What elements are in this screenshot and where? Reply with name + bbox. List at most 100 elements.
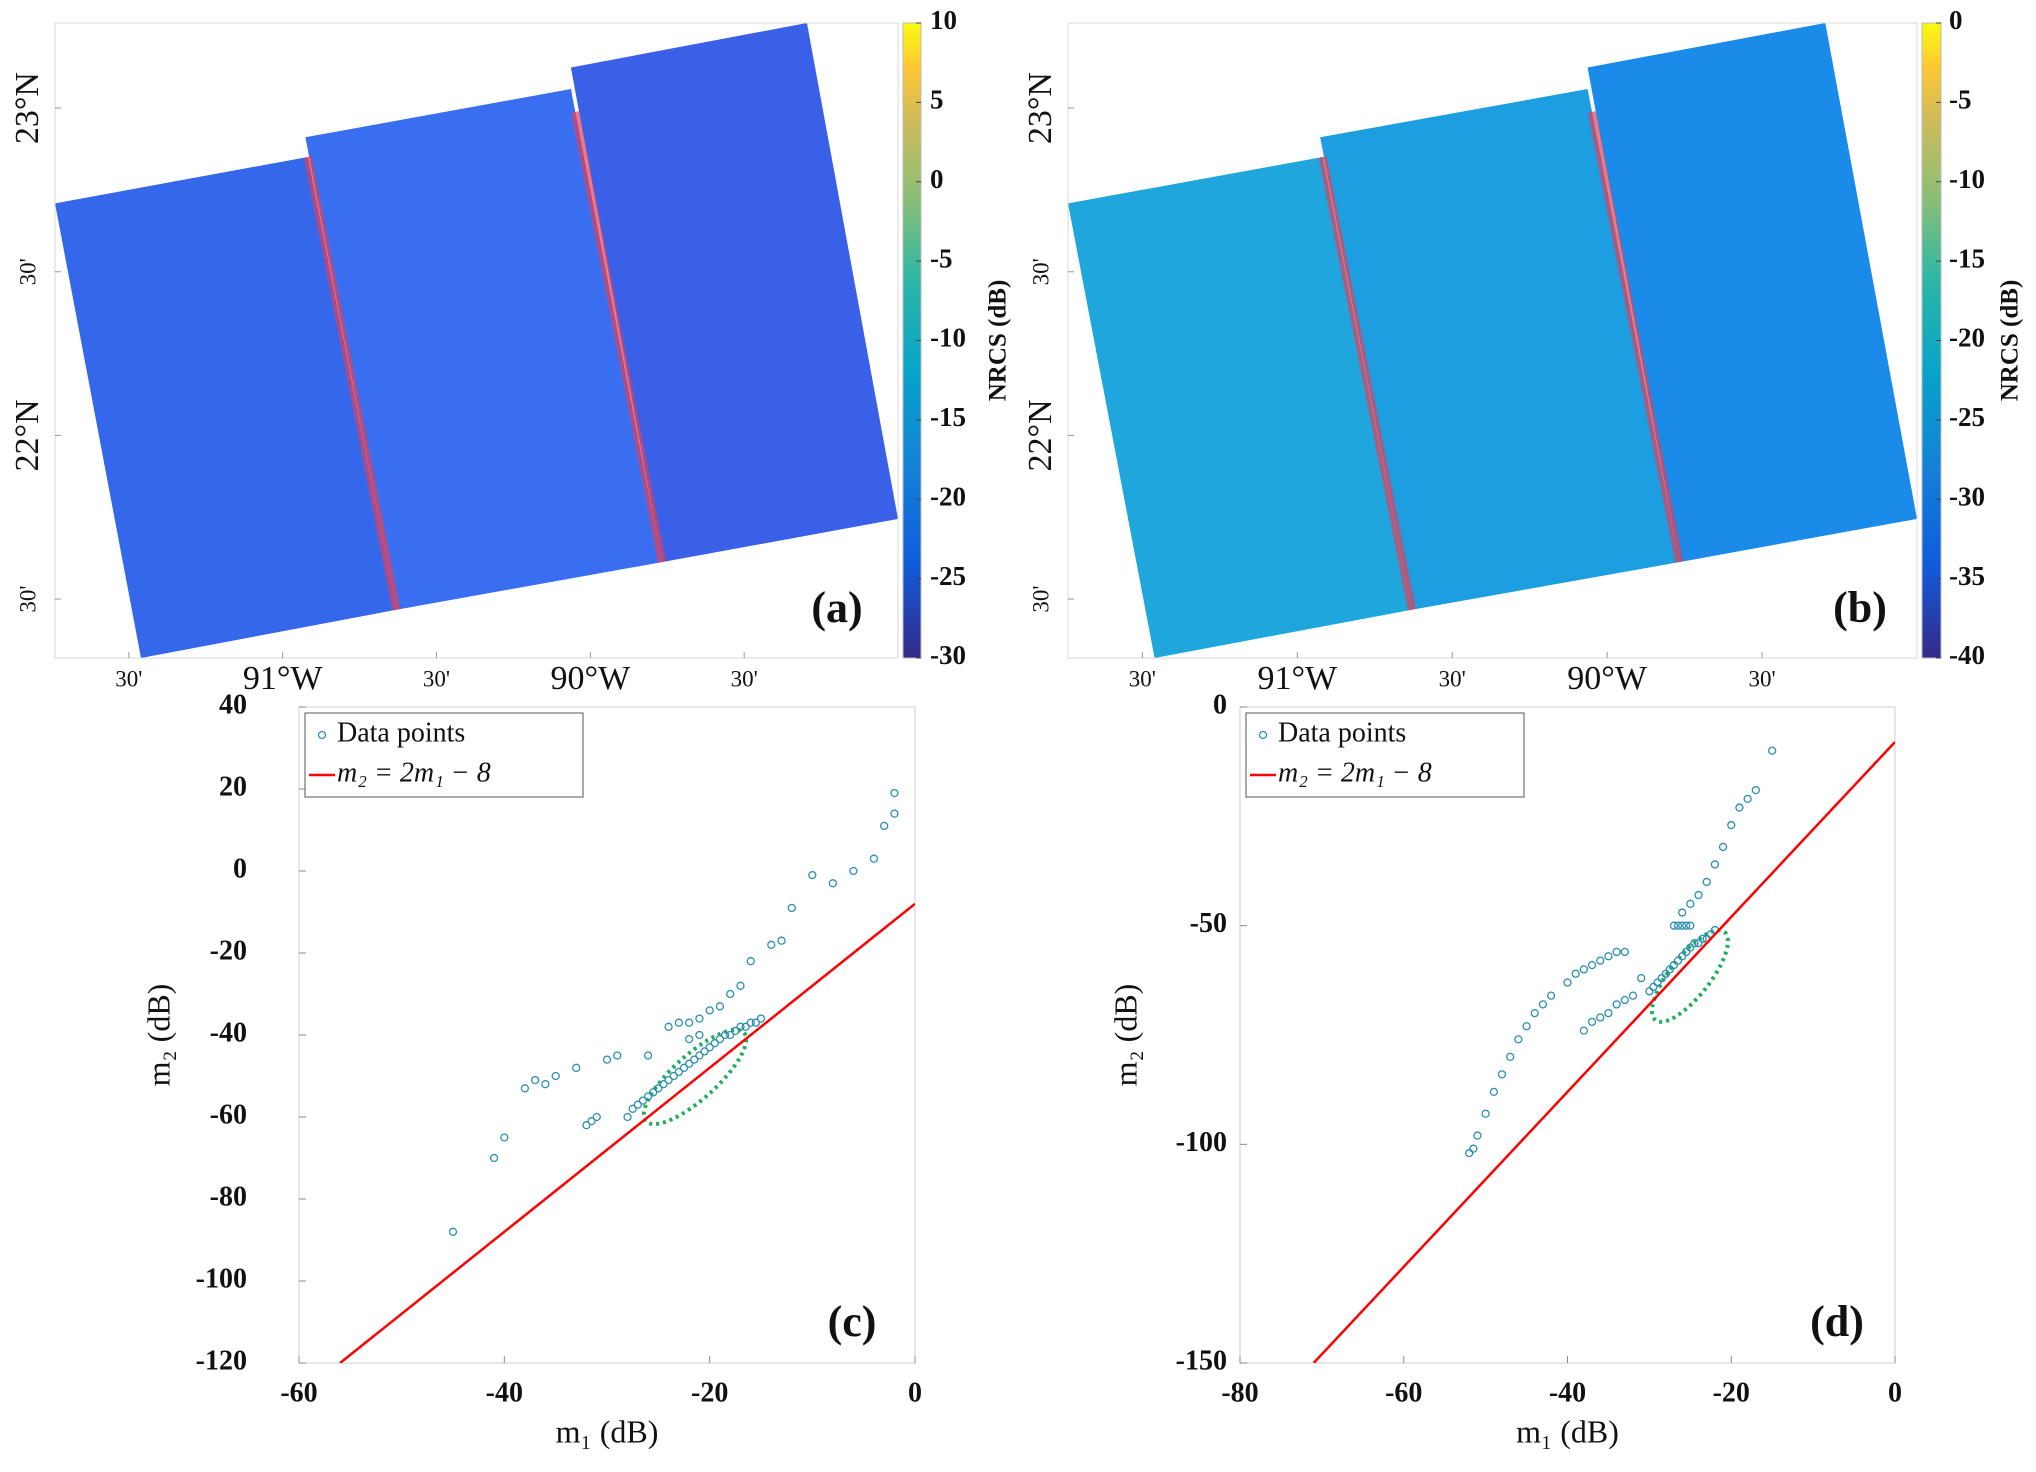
legend-swatch [1258, 730, 1268, 740]
data-point [1546, 991, 1556, 1000]
fit-line [1312, 741, 1895, 1363]
data-point [756, 1014, 766, 1023]
data-point [1530, 1008, 1539, 1018]
data-point [684, 1059, 694, 1068]
x-tick-label: 30' [423, 666, 450, 691]
data-point [664, 1075, 673, 1085]
y-tick-label: 22°N [9, 399, 46, 471]
x-tick-label: -60 [1385, 1377, 1422, 1408]
x-tick-label: 30' [1129, 666, 1156, 691]
data-point [1506, 1052, 1515, 1062]
colorbar-tick-label: -15 [1949, 243, 1985, 273]
data-point [1587, 1017, 1597, 1027]
data-point [1673, 921, 1683, 930]
data-point [746, 957, 755, 966]
data-point [767, 940, 776, 949]
x-tick-label: -20 [691, 1377, 728, 1408]
colorbar-tick-label: -35 [1949, 561, 1985, 591]
data-point [1686, 899, 1695, 908]
data-point [777, 936, 786, 945]
data-point [551, 1071, 560, 1081]
x-tick-label: 91°W [1257, 660, 1338, 697]
colorbar-tick-label: 5 [930, 85, 944, 115]
y-tick-label: -100 [196, 1263, 247, 1294]
legend-label: Data points [1278, 717, 1406, 748]
data-point [628, 1104, 637, 1113]
x-tick-label: 30' [731, 666, 758, 691]
legend-label: m₂ = 2m₁ − 8 [1278, 757, 1432, 788]
data-point [1579, 1026, 1589, 1035]
data-point [1645, 987, 1654, 996]
data-point [1489, 1087, 1498, 1097]
data-point [1673, 956, 1683, 965]
data-point [880, 821, 889, 831]
y-tick-label: 30' [1028, 258, 1053, 285]
legend-box [304, 712, 584, 798]
colorbar-tick-label: -10 [1949, 164, 1985, 194]
data-point [705, 1043, 714, 1052]
data-point [684, 1018, 694, 1027]
data-point [1682, 921, 1691, 930]
data-point [1538, 1000, 1548, 1009]
data-point [705, 1006, 714, 1015]
data-point [448, 1227, 458, 1236]
panel-label: (d) [1810, 1297, 1864, 1346]
data-point [530, 1075, 540, 1085]
y-tick-label: 40 [219, 689, 247, 720]
data-point [674, 1018, 684, 1027]
data-point [1563, 978, 1572, 987]
data-point [695, 1051, 704, 1060]
colorbar-tick-label: 0 [930, 164, 944, 194]
data-point [654, 1084, 663, 1093]
data-point [1743, 794, 1752, 803]
swath [55, 156, 397, 659]
swath [1587, 23, 1917, 563]
swath [570, 23, 898, 563]
x-tick-label: 91°W [243, 660, 324, 697]
data-point [1469, 1144, 1478, 1153]
data-point [1522, 1022, 1531, 1031]
data-point [1612, 947, 1621, 957]
data-point [587, 1116, 596, 1126]
data-point [659, 1080, 668, 1089]
panel-label: (b) [1833, 583, 1887, 632]
data-point [520, 1084, 530, 1093]
colorbar-tick-label: -25 [930, 561, 966, 591]
data-point [695, 1030, 704, 1040]
data-point [731, 1026, 740, 1036]
data-point [828, 879, 838, 888]
x-axis-label: m₁ (dB) [1516, 1413, 1619, 1449]
colorbar-tick-label: -25 [1949, 402, 1985, 432]
data-point [623, 1112, 632, 1122]
y-tick-label: 23°N [9, 72, 46, 144]
data-point [695, 1014, 704, 1023]
colorbar-tick-label: 0 [1949, 5, 1963, 35]
x-tick-label: 90°W [550, 660, 631, 697]
y-tick-label: -20 [210, 935, 247, 966]
data-point [690, 1055, 699, 1064]
data-point [1768, 746, 1777, 755]
data-point [541, 1080, 550, 1089]
swath [305, 89, 662, 610]
data-point [633, 1100, 642, 1109]
y-tick-label: 23°N [1022, 72, 1059, 144]
x-tick-label: 30' [1439, 666, 1466, 691]
annotation-ellipse [641, 1027, 749, 1127]
colorbar-tick-label: -5 [1949, 85, 1972, 115]
data-point [1665, 965, 1674, 974]
y-tick-label: 20 [219, 771, 247, 802]
legend-label: m₂ = 2m₁ − 8 [337, 757, 491, 788]
data-point [1596, 956, 1605, 965]
colorbar-tick-label: -20 [930, 481, 966, 511]
x-tick-label: 0 [1888, 1377, 1902, 1408]
data-point [1473, 1131, 1482, 1140]
data-point [726, 989, 735, 999]
y-tick-label: -150 [1176, 1345, 1227, 1376]
data-point [684, 1034, 694, 1044]
data-point [1682, 947, 1691, 957]
data-point [582, 1121, 591, 1130]
data-point [710, 1039, 719, 1048]
y-tick-label: -60 [210, 1099, 247, 1130]
y-tick-label: 0 [1213, 689, 1227, 720]
